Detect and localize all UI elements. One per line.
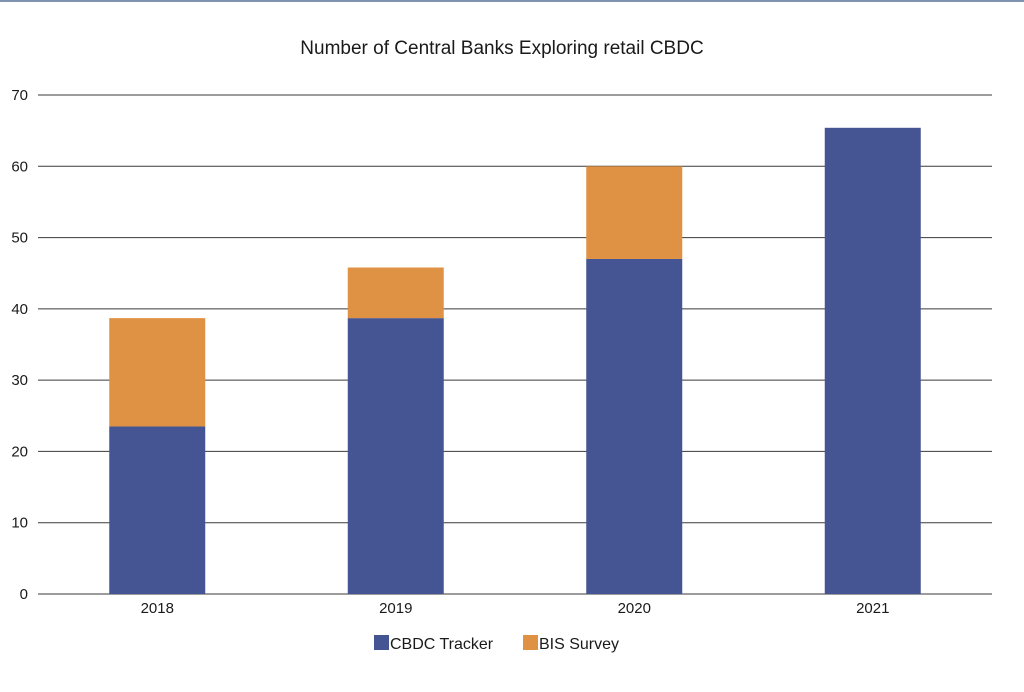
legend-swatch (374, 635, 389, 650)
y-tick-label: 0 (20, 586, 28, 603)
legend-label: BIS Survey (539, 636, 619, 653)
legend-swatch (523, 635, 538, 650)
bar-cbdc-tracker-2019 (347, 318, 444, 594)
x-tick-label: 2021 (856, 600, 889, 617)
top-rule (0, 0, 1024, 2)
bar-cbdc-tracker-2018 (109, 426, 206, 594)
y-tick-label: 20 (11, 443, 28, 460)
legend-label: CBDC Tracker (390, 636, 494, 653)
y-tick-label: 50 (11, 230, 28, 247)
bar-bis-survey-2019 (347, 267, 444, 319)
bar-bis-survey-2018 (109, 318, 206, 427)
x-tick-label: 2018 (141, 600, 174, 617)
y-tick-label: 60 (11, 158, 28, 175)
legend: CBDC Tracker BIS Survey (374, 635, 619, 653)
bar-cbdc-tracker-2021 (824, 127, 921, 594)
y-axis-ticks: 0 10 20 30 40 50 60 70 (11, 87, 28, 603)
y-tick-label: 40 (11, 301, 28, 318)
x-axis-ticks: 2018 2019 2020 2021 (141, 600, 890, 617)
y-tick-label: 70 (11, 87, 28, 104)
bar-bis-survey-2020 (586, 166, 683, 259)
bar-cbdc-tracker-2020 (586, 258, 683, 594)
x-tick-label: 2019 (379, 600, 412, 617)
bars (109, 127, 921, 594)
x-tick-label: 2020 (618, 600, 651, 617)
chart-title: Number of Central Banks Exploring retail… (300, 38, 703, 59)
y-tick-label: 10 (11, 515, 28, 532)
y-tick-label: 30 (11, 372, 28, 389)
